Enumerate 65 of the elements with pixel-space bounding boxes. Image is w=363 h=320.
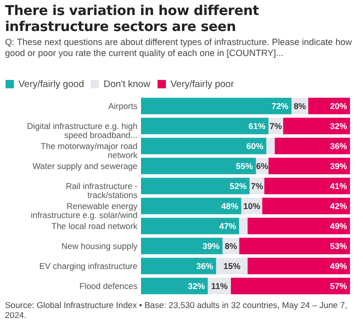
bar (141, 218, 240, 234)
bar (230, 278, 350, 294)
bar (141, 98, 292, 114)
y-tick-label: Water supply and sewerage (32, 161, 138, 171)
bar (141, 178, 250, 194)
chart-subtitle: Q: These next questions are about different types of infrastructure. Please indicate how good or poor you rate the current quality of each one in [COUNTRY]... (5, 37, 353, 59)
data-label: 53% (330, 241, 348, 251)
data-label: 32% (330, 121, 348, 131)
y-tick-label: Rail infrastructure - track/stations (66, 181, 138, 200)
data-label: 10% (243, 201, 261, 211)
source-note: Source: Global Infrastructure Index • Base: 23,530 adults in 32 countries, May 24 – June 7, 2024. (5, 300, 348, 320)
bar (141, 138, 266, 154)
chart-title: There is variation in how different infrastructure sectors are seen (5, 3, 260, 35)
data-label: 60% (246, 141, 264, 151)
bar (268, 158, 350, 174)
bar (248, 218, 350, 234)
bar (274, 138, 350, 154)
bar (141, 198, 242, 214)
data-label: 48% (221, 201, 239, 211)
data-label: 39% (202, 241, 220, 251)
bar (262, 198, 350, 214)
data-label: 8% (294, 101, 306, 111)
bar (283, 118, 350, 134)
y-tick-label: The motorway/major road network (40, 141, 138, 160)
bar (141, 158, 256, 174)
data-label: 7% (270, 121, 282, 131)
bar (239, 238, 350, 254)
bar (239, 218, 248, 234)
y-tick-label: Airports (108, 101, 138, 111)
data-label: 49% (330, 261, 348, 271)
legend-label: Don't know (104, 79, 150, 90)
data-label: 61% (248, 121, 266, 131)
data-label: 42% (330, 201, 348, 211)
y-tick-label: New housing supply (61, 241, 138, 251)
data-label: 47% (219, 221, 237, 231)
legend-label: Very/fairly poor (170, 79, 234, 90)
legend-label: Very/fairly good (18, 79, 84, 90)
data-label: 36% (330, 141, 348, 151)
data-label: 32% (188, 281, 206, 291)
y-tick-label: Renewable energy infrastructure e.g. solar/wind (30, 201, 138, 220)
bar (141, 118, 268, 134)
data-label: 57% (330, 281, 348, 291)
y-tick-label: EV charging infrastructure (39, 261, 138, 271)
data-label: 15% (223, 261, 241, 271)
bar (141, 238, 223, 254)
data-label: 7% (250, 181, 264, 191)
data-label: 8% (224, 241, 238, 251)
bar (266, 138, 275, 154)
data-label: 52% (230, 181, 248, 191)
data-label: 6% (256, 161, 269, 171)
data-label: 72% (271, 101, 289, 111)
y-tick-label: Flood defences (79, 281, 138, 291)
data-label: 11% (211, 281, 228, 291)
data-label: 49% (330, 221, 348, 231)
data-label: 20% (330, 101, 348, 111)
data-label: 55% (236, 161, 254, 171)
bar (141, 278, 208, 294)
data-label: 39% (330, 161, 348, 171)
data-label: 36% (196, 261, 214, 271)
y-tick-label: The local road network (52, 221, 138, 231)
bar (248, 258, 350, 274)
bar (141, 258, 216, 274)
data-label: 41% (330, 181, 348, 191)
y-tick-label: Digital infrastructure e.g. high speed broadband... (26, 121, 138, 140)
bar (264, 178, 350, 194)
